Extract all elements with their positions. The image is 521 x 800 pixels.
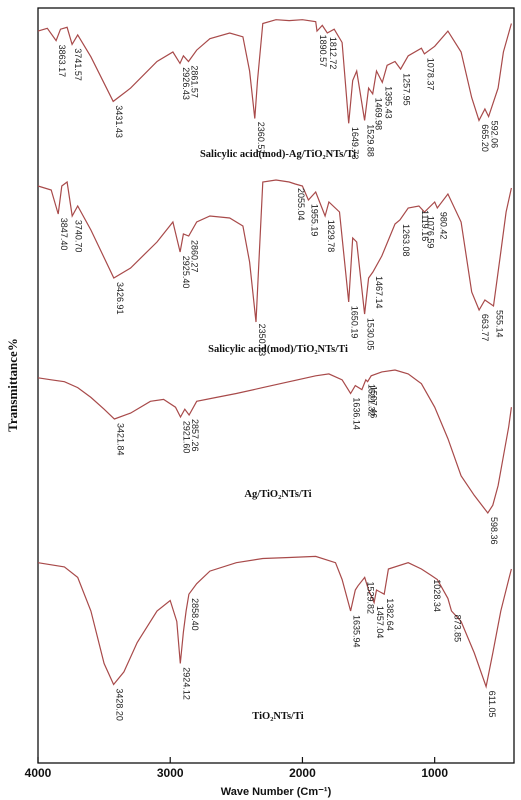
peak-label: 3421.84 — [115, 423, 125, 456]
x-tick-label: 3000 — [157, 766, 184, 780]
peak-label: 3863.17 — [57, 45, 67, 78]
spectrum-line — [37, 19, 512, 124]
peak-label: 873.85 — [452, 615, 462, 643]
peak-label: 1955.19 — [309, 204, 319, 237]
peak-label: 2924.12 — [181, 667, 191, 700]
x-tick-label: 1000 — [421, 766, 448, 780]
peak-label: 1028.34 — [432, 579, 442, 612]
peak-label: 2926.43 — [181, 67, 191, 100]
peak-label: 592.06 — [490, 121, 500, 149]
plot-frame — [37, 7, 515, 764]
peak-label: 1890.57 — [318, 35, 328, 68]
peak-label: 1829.78 — [326, 220, 336, 253]
peak-label: 3740.70 — [73, 220, 83, 253]
peak-label: 1395.43 — [383, 86, 393, 119]
peak-label: 1469.98 — [374, 98, 384, 131]
peak-label: 3428.20 — [115, 688, 125, 721]
peak-label: 1257.95 — [402, 73, 412, 106]
peak-label: 598.36 — [489, 517, 499, 545]
peak-label: 611.05 — [487, 691, 497, 718]
peak-label: 980.42 — [438, 212, 448, 240]
sample-label: TiO₂NTs/Ti — [252, 711, 303, 722]
peak-label: 2861.57 — [190, 65, 200, 98]
peak-label: 3426.91 — [115, 282, 125, 315]
peak-label: 1076.59 — [426, 216, 436, 249]
peak-label: 1263.08 — [401, 224, 411, 257]
y-axis-title: Transmittance% — [5, 338, 20, 432]
x-axis-ticks: 4000 3000 2000 1000 — [25, 757, 448, 780]
x-tick-label: 4000 — [25, 766, 52, 780]
peak-label: 1119.16 — [420, 210, 430, 241]
peak-label: 2055.04 — [296, 188, 306, 221]
peak-label: 2925.40 — [181, 256, 191, 289]
peak-label: 2858.40 — [190, 598, 200, 631]
peak-label: 1457.04 — [375, 606, 385, 639]
peak-label: 1530.05 — [366, 318, 376, 351]
peak-label: 3431.43 — [114, 105, 124, 138]
peak-label: 1382.64 — [385, 598, 395, 631]
peak-label: 1529.82 — [366, 582, 376, 615]
spectrum-line — [37, 369, 512, 515]
peak-label: 1812.72 — [328, 37, 338, 70]
y-axis-title-group: Transmittance% — [5, 338, 20, 432]
spectrum-line — [37, 555, 512, 689]
peak-label: 1636.14 — [352, 397, 362, 430]
peak-label: 665.20 — [480, 124, 490, 152]
spectrum-line — [37, 179, 512, 323]
peak-label: 2350.13 — [257, 324, 267, 357]
peak-label: 1078.37 — [425, 58, 435, 91]
peak-label: 1507.46 — [369, 386, 379, 419]
sample-label: Salicylic acid(mod)/TiO₂NTs/Ti — [208, 344, 348, 355]
peak-label: 1650.19 — [350, 306, 360, 339]
x-axis-title: Wave Number (Cm⁻¹) — [221, 786, 332, 798]
peak-label: 3847.40 — [59, 218, 69, 251]
peak-label: 2857.26 — [190, 419, 200, 452]
peak-label: 555.14 — [495, 310, 505, 338]
spectrum-panel: 3428.20 2924.12 2858.40 1635.94 1529.821457.… — [37, 555, 512, 722]
peak-label: 2921.60 — [182, 421, 192, 454]
peak-label: 1529.88 — [366, 124, 376, 157]
peak-label: 1521.32 — [367, 384, 377, 417]
peak-label: 2860.27 — [190, 240, 200, 273]
peak-label: 1467.14 — [374, 276, 384, 309]
peak-label: 1649.73 — [350, 127, 360, 160]
sample-label: Ag/TiO₂NTs/Ti — [244, 489, 311, 500]
peak-label: 663.77 — [480, 314, 490, 342]
peak-label: 1635.94 — [352, 615, 362, 648]
x-tick-label: 2000 — [289, 766, 316, 780]
peak-label: 3741.57 — [73, 48, 83, 81]
sample-label: Salicylic acid(mod)-Ag/TiO₂NTs/Ti — [200, 149, 356, 160]
peak-label: 2360.57 — [256, 122, 266, 155]
